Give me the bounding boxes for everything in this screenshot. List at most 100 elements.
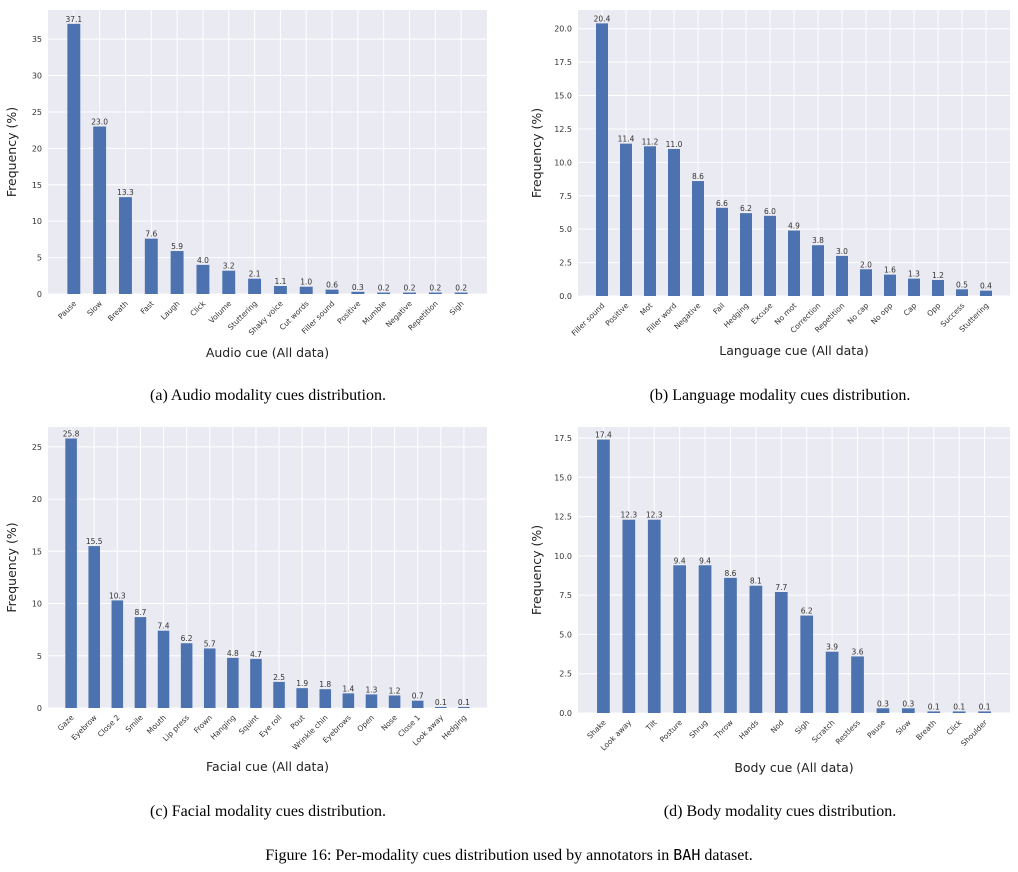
x-axis-label: Facial cue (All data) [206, 759, 329, 774]
caption-c: (c) Facial modality cues distribution. [150, 803, 386, 820]
y-tick-label: 5 [37, 254, 42, 263]
data-label: 4.7 [250, 650, 262, 659]
data-label: 2.5 [273, 673, 285, 682]
y-tick-label: 10.0 [554, 158, 572, 167]
x-tick-label: Hedging [722, 301, 751, 330]
data-label: 1.1 [274, 277, 286, 286]
bar-lip-press [180, 643, 193, 708]
bar-gaze [65, 438, 77, 708]
bar-click [196, 264, 210, 294]
x-tick-label: Slow [85, 299, 104, 318]
bar-filler-sound [596, 23, 608, 296]
data-label: 2.1 [249, 270, 261, 279]
data-label: 8.6 [692, 172, 704, 181]
data-label: 12.3 [620, 511, 637, 520]
bar-nose [388, 695, 401, 708]
y-tick-label: 15.0 [554, 473, 572, 482]
bar-repetition [836, 255, 848, 296]
data-label: 4.9 [788, 222, 800, 231]
bar-breath [927, 711, 941, 713]
data-label: 0.3 [877, 699, 889, 708]
y-tick-label: 30 [32, 72, 42, 81]
x-tick-label: Breath [106, 299, 130, 323]
data-label: 11.0 [666, 140, 683, 149]
bar-sigh [454, 292, 468, 294]
data-label: 11.2 [642, 137, 659, 146]
bar-tilt [647, 519, 661, 713]
bar-pout [296, 688, 308, 708]
y-tick-label: 15.0 [554, 92, 572, 101]
x-axis-label: Language cue (All data) [719, 343, 869, 358]
bar-hedging [740, 213, 752, 296]
x-tick-label: Pout [289, 713, 307, 731]
data-label: 0.4 [980, 282, 992, 291]
x-tick-label: Cap [902, 301, 919, 318]
bar-no-mot [788, 230, 800, 296]
data-label: 5.7 [204, 639, 216, 648]
bar-look-away [622, 519, 636, 713]
y-tick-label: 20 [32, 144, 42, 153]
data-label: 7.6 [145, 230, 157, 239]
data-label: 1.2 [389, 686, 401, 695]
data-label: 0.1 [458, 698, 470, 707]
x-tick-label: Pause [865, 718, 887, 740]
bar-filler-word [668, 148, 680, 296]
x-tick-label: Click [188, 299, 207, 318]
y-tick-label: 0.0 [559, 292, 572, 301]
bar-sigh [800, 615, 814, 713]
y-tick-label: 5 [37, 652, 42, 661]
bar-stuttering [980, 290, 992, 296]
x-tick-label: Fast [139, 299, 156, 316]
bar-shrug [698, 565, 712, 713]
bar-scratch [825, 651, 839, 713]
data-label: 23.0 [91, 118, 108, 127]
bar-no-cap [860, 269, 872, 296]
y-tick-label: 0.0 [559, 709, 572, 718]
bar-stuttering [248, 278, 262, 294]
bar-no-opp [884, 274, 896, 296]
x-tick-label: Restless [834, 718, 862, 746]
bar-repetition [428, 292, 442, 294]
x-tick-label: Eye roll [257, 713, 283, 739]
x-tick-label: Scratch [810, 718, 837, 745]
data-label: 9.4 [674, 556, 686, 565]
y-axis-label: Frequency (%) [529, 525, 544, 615]
data-label: 37.1 [65, 15, 82, 24]
bar-positive [620, 143, 632, 296]
y-tick-label: 15 [32, 547, 42, 556]
bar-close-2 [111, 600, 124, 708]
data-label: 9.4 [699, 556, 711, 565]
data-label: 2.0 [860, 260, 872, 269]
bar-frown [203, 648, 216, 708]
data-label: 1.3 [366, 685, 378, 694]
x-tick-label: No opp [869, 301, 894, 326]
data-label: 4.0 [197, 256, 209, 265]
data-label: 1.0 [300, 278, 312, 287]
data-label: 1.9 [296, 679, 308, 688]
plot-area [578, 427, 1010, 713]
bar-eyebrow [88, 546, 100, 708]
x-tick-label: Hedging [440, 713, 469, 742]
data-label: 1.2 [932, 271, 944, 280]
x-tick-label: Hands [737, 718, 760, 741]
bar-shake [597, 439, 610, 713]
x-tick-label: Sigh [448, 299, 466, 317]
bar-pause [67, 23, 81, 294]
x-tick-label: Fail [711, 301, 726, 316]
data-label: 0.5 [956, 280, 968, 289]
data-label: 6.2 [181, 634, 193, 643]
bar-look-away [435, 706, 447, 708]
chart-2: 0 5 10 15 20 25 25.8 Gaze 15.5 Eyebrow 10.3 Close 2… [4, 427, 487, 774]
x-tick-label: Positive [604, 301, 631, 328]
figure-caption-suffix: dataset. [700, 847, 753, 864]
data-label: 6.0 [764, 207, 776, 216]
bar-correction [812, 245, 824, 296]
x-tick-label: Nod [769, 718, 786, 735]
y-tick-label: 2.5 [559, 259, 572, 268]
data-label: 0.2 [404, 284, 416, 293]
x-tick-label: Excuse [749, 301, 774, 326]
bar-slow [93, 126, 107, 294]
bar-mot [644, 146, 656, 296]
y-tick-label: 15 [32, 181, 42, 190]
y-tick-label: 25 [32, 108, 42, 117]
